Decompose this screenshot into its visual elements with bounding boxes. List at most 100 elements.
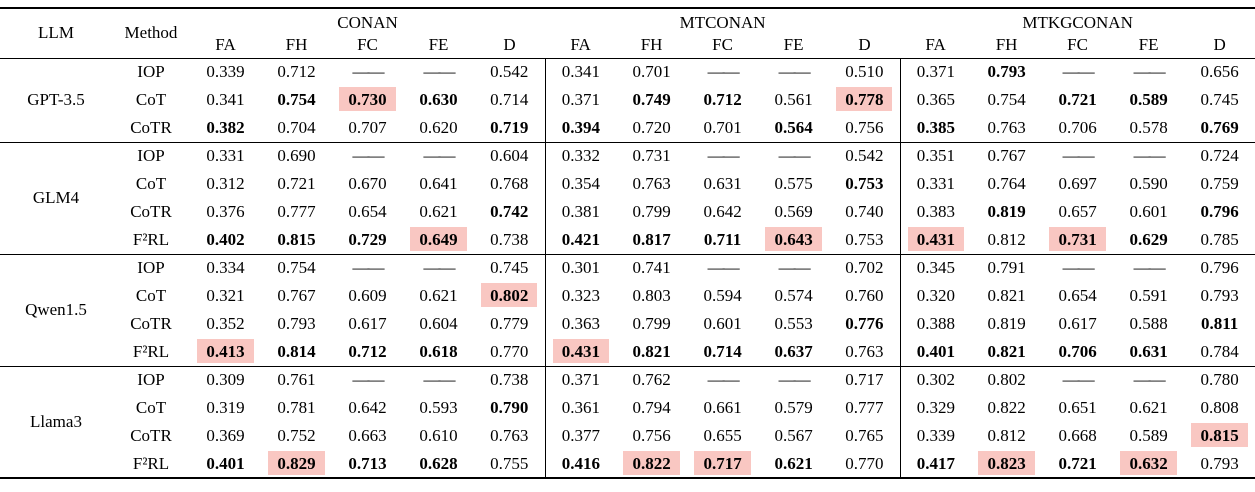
value-text: 0.714 [490, 90, 529, 109]
value-text: 0.394 [561, 117, 600, 137]
value-text: 0.754 [987, 90, 1026, 109]
value-text: 0.760 [845, 286, 884, 305]
value-text: 0.339 [916, 426, 955, 445]
value-text: 0.371 [561, 370, 600, 390]
empty-value-dash: —— [352, 62, 385, 82]
metric-value: 0.579 [758, 394, 829, 422]
value-text: 0.601 [703, 314, 742, 333]
metric-value: —— [1113, 254, 1184, 282]
value-text: 0.351 [916, 146, 955, 166]
empty-value-dash: —— [707, 258, 740, 278]
empty-value-dash: —— [423, 258, 456, 278]
value-text: 0.823 [978, 450, 1035, 475]
metric-value: 0.812 [971, 422, 1042, 450]
metric-value: 0.334 [190, 254, 261, 282]
value-text: 0.369 [206, 426, 245, 445]
metric-value: 0.542 [474, 58, 545, 86]
value-text: 0.821 [987, 286, 1026, 305]
metric-value: 0.738 [474, 226, 546, 255]
value-text: 0.745 [1200, 90, 1239, 109]
value-text: 0.641 [419, 174, 458, 193]
empty-value-dash: —— [352, 258, 385, 278]
metric-value: 0.628 [403, 450, 474, 478]
value-text: 0.620 [419, 117, 458, 137]
value-text: 0.752 [277, 426, 316, 445]
empty-value-dash: —— [352, 370, 385, 390]
metric-value: 0.762 [616, 366, 687, 394]
value-text: 0.690 [277, 146, 316, 166]
metric-value: 0.369 [190, 422, 261, 450]
metric-value: 0.417 [899, 450, 972, 478]
metric-value: 0.323 [544, 282, 617, 310]
table-body: GPT-3.5 IOP 0.339 0.712 —— —— 0.542 0.341 0.701 —… [0, 58, 1255, 478]
value-text: 0.618 [419, 341, 458, 361]
value-text: 0.385 [916, 117, 955, 137]
value-text: 0.631 [1129, 341, 1168, 361]
value-text: 0.320 [916, 286, 955, 305]
value-text: 0.590 [1129, 174, 1168, 193]
metric-value: —— [1042, 254, 1113, 282]
empty-value-dash: —— [1133, 146, 1166, 166]
metric-value: 0.388 [899, 310, 972, 338]
metric-value: 0.803 [616, 282, 687, 310]
value-text: 0.731 [632, 146, 671, 166]
metric-value: 0.339 [190, 58, 261, 86]
metric-value: 0.402 [190, 226, 261, 255]
value-text: 0.345 [916, 258, 955, 278]
empty-value-dash: —— [778, 258, 811, 278]
value-text: 0.323 [561, 286, 600, 305]
metric-value: 0.753 [829, 226, 901, 255]
value-text: 0.730 [339, 87, 396, 111]
col-header-llm: LLM [38, 23, 74, 43]
method-label: CoT [135, 286, 167, 305]
value-text: 0.761 [277, 370, 316, 390]
value-text: 0.706 [1058, 341, 1097, 361]
metric-value: 0.421 [544, 226, 617, 255]
metric-value: 0.670 [332, 170, 403, 198]
value-text: 0.649 [410, 226, 467, 251]
value-text: 0.701 [703, 117, 742, 137]
value-text: 0.312 [206, 174, 245, 193]
value-text: 0.702 [845, 258, 884, 278]
value-text: 0.643 [765, 226, 822, 251]
value-text: 0.793 [1200, 453, 1239, 473]
value-text: 0.781 [277, 398, 316, 417]
table-row: Llama3 IOP 0.309 0.761 —— —— 0.738 0.371 0.762 ——… [0, 366, 1255, 431]
value-text: 0.621 [419, 202, 458, 221]
value-text: 0.721 [1058, 90, 1097, 109]
metric-value: 0.630 [403, 86, 474, 114]
value-text: 0.371 [916, 62, 955, 82]
metric-value: 0.341 [190, 86, 261, 114]
metric-value: 0.401 [899, 338, 972, 367]
llm-name: Llama3 [30, 411, 82, 431]
value-text: 0.332 [561, 146, 600, 166]
value-text: 0.784 [1200, 341, 1239, 361]
value-text: 0.707 [348, 117, 387, 137]
value-text: 0.777 [845, 398, 884, 417]
metric-value: 0.749 [616, 86, 687, 114]
value-text: 0.704 [277, 117, 316, 137]
metric-value: 0.631 [1113, 338, 1185, 367]
metric-value: 0.790 [474, 394, 545, 422]
metric-header-mtconan-d: D [858, 35, 871, 55]
value-text: 0.740 [845, 202, 884, 221]
metric-value: 0.371 [544, 366, 617, 394]
value-text: 0.591 [1129, 286, 1168, 305]
value-text: 0.341 [561, 62, 600, 82]
metric-value: 0.738 [474, 366, 545, 394]
metric-value: 0.764 [971, 170, 1042, 198]
metric-value: 0.591 [1113, 282, 1184, 310]
empty-value-dash: —— [1062, 146, 1095, 166]
value-text: 0.754 [277, 90, 316, 109]
metric-value: 0.756 [616, 422, 687, 450]
value-text: 0.617 [348, 314, 387, 333]
metric-value: 0.309 [190, 366, 261, 394]
value-text: 0.341 [206, 90, 245, 109]
metric-value: 0.767 [261, 282, 332, 310]
value-text: 0.617 [1058, 314, 1097, 333]
value-text: 0.637 [774, 341, 813, 361]
value-text: 0.655 [703, 426, 742, 445]
table-row: CoT 0.312 0.721 0.670 0.641 0.768 0.354 0.763 0.… [0, 170, 1255, 198]
value-text: 0.654 [348, 202, 387, 221]
metric-value: 0.754 [261, 86, 332, 114]
